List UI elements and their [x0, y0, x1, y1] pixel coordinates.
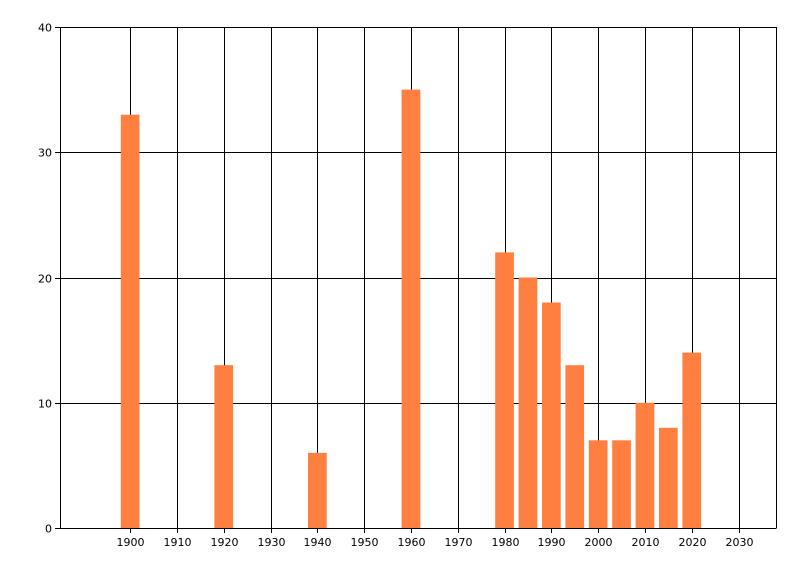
x-tick-label: 1920 [211, 536, 239, 549]
axes [55, 27, 777, 533]
bar-1940 [308, 452, 327, 528]
bar-2010 [635, 402, 655, 529]
y-tick-labels: 0 10 20 30 40 [38, 22, 52, 536]
x-tick-label: 1940 [304, 536, 332, 549]
y-tick-label: 20 [38, 273, 52, 286]
x-tick-label: 1970 [445, 536, 473, 549]
bar-2000 [588, 440, 608, 528]
bar-1990 [542, 302, 561, 528]
x-tick-label: 2020 [679, 536, 707, 549]
y-tick-label: 0 [45, 523, 52, 536]
x-tick-label: 1930 [258, 536, 286, 549]
bar-1900 [120, 114, 140, 528]
bar-1995 [565, 365, 585, 528]
bar-2020 [682, 352, 702, 528]
x-tick-label: 1910 [164, 536, 192, 549]
bar-1960 [401, 89, 421, 528]
bar-1980 [495, 252, 514, 528]
y-tick-label: 10 [38, 398, 52, 411]
y-tick-label: 40 [38, 22, 52, 35]
bar-2005 [612, 440, 631, 528]
bar-1985 [518, 277, 538, 528]
x-tick-label: 1950 [351, 536, 379, 549]
x-tick-label: 1960 [398, 536, 426, 549]
x-tick-label: 1980 [492, 536, 520, 549]
bar-2015 [659, 427, 678, 528]
y-tick-label: 30 [38, 147, 52, 160]
x-tick-label: 2010 [632, 536, 660, 549]
bar-1920 [214, 365, 234, 528]
x-tick-label: 1900 [117, 536, 145, 549]
x-tick-label: 1990 [538, 536, 566, 549]
bars [120, 89, 702, 529]
x-tick-label: 2000 [585, 536, 613, 549]
x-tick-labels: 1900 1910 1920 1930 1940 1950 1960 1970 1980 1990… [117, 536, 754, 549]
x-tick-label: 2030 [726, 536, 754, 549]
